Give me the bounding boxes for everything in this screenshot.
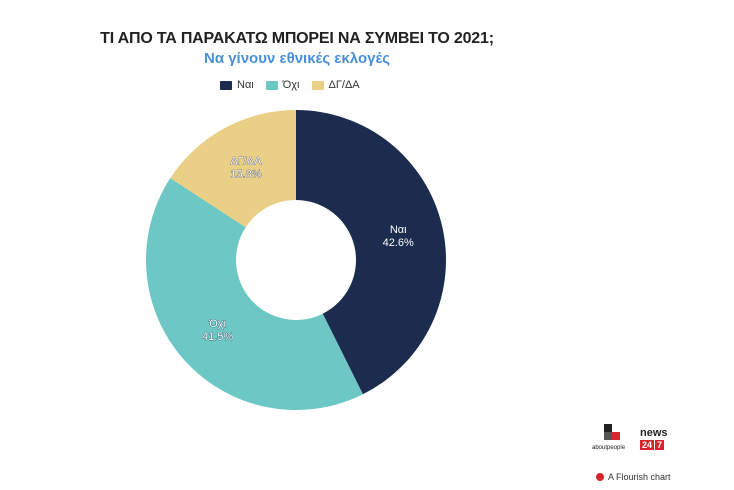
legend-item-yes: Ναι [220, 79, 254, 91]
news247-logo: news 24 7 [640, 428, 668, 451]
aboutpeople-logo: aboutpeople [592, 424, 626, 451]
flourish-credit-text: A Flourish chart [608, 472, 671, 482]
news-logo-text: news [640, 427, 668, 439]
legend-label: Όχι [282, 79, 300, 91]
legend-item-dontknow: ΔΓ/ΔΑ [311, 79, 360, 91]
legend-swatch [311, 80, 324, 90]
chart-title: ΤΙ ΑΠΟ ΤΑ ΠΑΡΑΚΑΤΩ ΜΠΟΡΕΙ ΝΑ ΣΥΜΒΕΙ ΤΟ 2… [100, 30, 494, 47]
legend-label: Ναι [237, 79, 254, 91]
label-yes: Ναι 42.6% [383, 224, 414, 249]
slice-no [145, 178, 363, 411]
slice-yes [296, 110, 447, 395]
flourish-icon [596, 473, 604, 481]
label-no: Όχι 41.5% [202, 318, 233, 343]
news-logo-num-24: 24 [640, 440, 655, 450]
chart-subtitle: Να γίνουν εθνικές εκλογές [203, 50, 391, 67]
legend-swatch [220, 80, 232, 90]
flourish-credit[interactable]: A Flourish chart [596, 472, 671, 482]
legend-label: ΔΓ/ΔΑ [328, 79, 360, 91]
about-logo-text: aboutpeople [592, 445, 626, 451]
legend: Ναι Όχι ΔΓ/ΔΑ [220, 79, 360, 91]
slice-dontknow [170, 110, 296, 228]
legend-swatch [265, 80, 278, 90]
news-logo-num-7: 7 [655, 440, 665, 450]
label-dontknow: ΔΓ/ΔΑ 15.8% [230, 156, 262, 181]
legend-item-no: Όχι [265, 79, 300, 91]
